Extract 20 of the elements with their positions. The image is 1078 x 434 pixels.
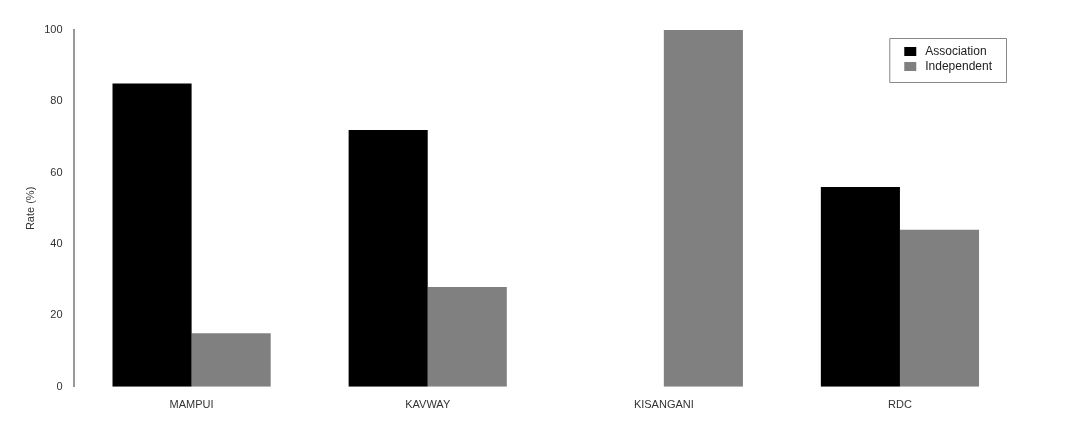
y-tick-label: 60 [50, 165, 63, 178]
y-axis-title: Rate (%) [23, 186, 36, 231]
bar [191, 333, 271, 387]
bar [899, 229, 980, 387]
x-tick-label: KAVWAY [405, 398, 451, 411]
y-tick-label: 80 [50, 94, 63, 107]
bar [427, 286, 507, 387]
x-tick-label: MAMPUI [169, 398, 214, 411]
y-tick-label: 0 [56, 379, 63, 392]
x-tick-label: KISANGANI [633, 398, 694, 411]
x-tick-label: RDC [888, 398, 912, 411]
bar [112, 83, 192, 387]
bar [348, 129, 428, 387]
y-tick-label: 20 [50, 308, 63, 321]
legend-label: Association [925, 44, 987, 59]
legend-label: Independent [925, 59, 993, 74]
bar [663, 30, 743, 387]
bar [820, 186, 900, 387]
y-tick-label: 40 [50, 237, 63, 250]
y-tick-label: 100 [44, 23, 63, 36]
